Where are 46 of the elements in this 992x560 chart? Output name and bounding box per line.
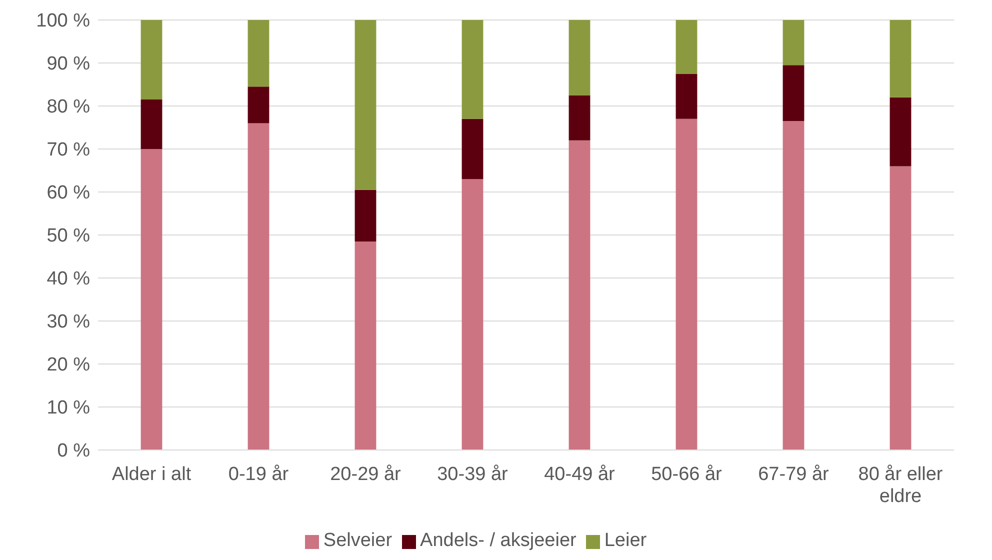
y-tick-label: 10 % [46, 398, 90, 419]
y-tick-label: 60 % [46, 182, 90, 204]
bar [462, 179, 484, 450]
x-tick-label: 80 år eller eldre [858, 464, 944, 507]
x-tick-label: 0-19 år [228, 464, 290, 485]
y-tick-label: 70 % [46, 140, 90, 161]
bar [890, 97, 912, 166]
bar [354, 241, 376, 450]
bar [782, 121, 804, 450]
bar [354, 20, 376, 190]
bar [462, 20, 484, 119]
bar [568, 140, 590, 450]
x-tick-label: 30-39 år [437, 464, 509, 485]
bar [568, 95, 590, 140]
y-tick-label: 40 % [46, 268, 90, 290]
bar [890, 166, 912, 450]
bar [782, 20, 804, 66]
bar [676, 118, 698, 450]
bar [140, 20, 162, 100]
bar [248, 20, 270, 87]
bar [676, 20, 698, 74]
bar [890, 20, 912, 98]
x-tick-label: Alder i alt [112, 464, 192, 485]
legend-label: Leier [604, 530, 647, 551]
y-tick-label: 30 % [46, 312, 90, 333]
bar [568, 20, 590, 96]
y-tick-label: 90 % [46, 54, 90, 75]
y-tick-label: 50 % [46, 226, 90, 247]
x-tick-label: 20-29 år [330, 464, 402, 485]
bar [140, 149, 162, 450]
bar [782, 65, 804, 122]
y-tick-label: 0 % [57, 440, 90, 462]
bar [248, 86, 270, 124]
bar [140, 100, 162, 149]
legend-label: Andels- / aksjeeier [420, 530, 576, 551]
x-tick-label: 67-79 år [758, 464, 830, 485]
x-tick-label: 50-66 år [651, 464, 723, 485]
y-tick-label: 100 % [36, 10, 90, 32]
bar [354, 190, 376, 242]
y-tick-label: 20 % [46, 354, 90, 376]
bar [248, 123, 270, 450]
y-tick-label: 80 % [46, 96, 90, 118]
x-tick-label: 40-49 år [544, 464, 616, 485]
bar [676, 74, 698, 119]
legend-label: Selveier [323, 530, 392, 551]
bar [462, 118, 484, 180]
